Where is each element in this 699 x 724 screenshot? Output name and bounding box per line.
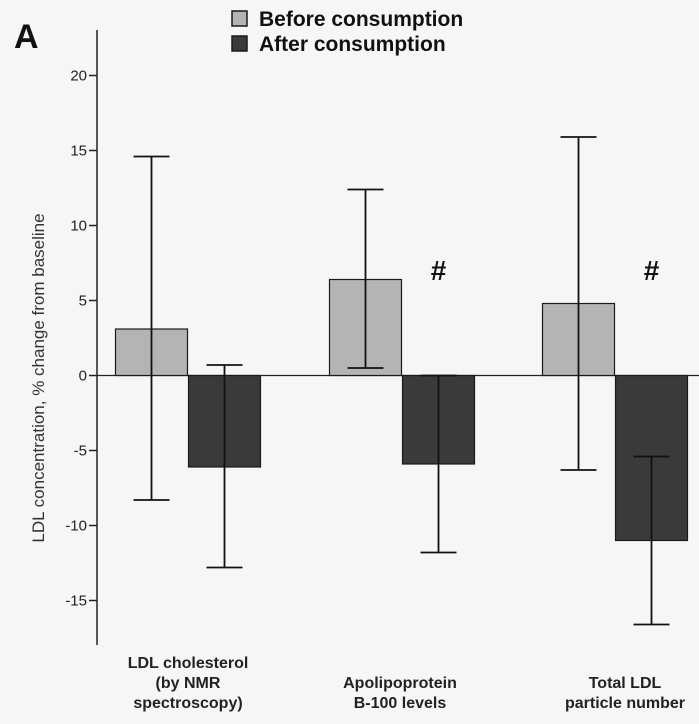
legend-label: After consumption [259, 33, 446, 56]
category-label-line: B-100 levels [354, 695, 447, 712]
legend-swatch [231, 10, 248, 27]
annotations: # # [431, 255, 660, 286]
category-label: LDL cholesterol (by NMR spectroscopy) [128, 655, 249, 712]
y-tick-label: -15 [65, 593, 87, 610]
category-label-line: spectroscopy) [133, 695, 242, 712]
legend-label: Before consumption [259, 8, 463, 31]
x-axis-labels: LDL cholesterol (by NMR spectroscopy) Apoli… [128, 655, 685, 712]
legend-swatch [231, 35, 248, 52]
y-tick-label: -10 [65, 518, 87, 535]
y-tick-label: 10 [70, 218, 87, 235]
category-label-line: Total LDL [589, 675, 662, 692]
y-tick-label: 0 [79, 368, 87, 385]
y-axis-label: LDL concentration, % change from baselin… [29, 213, 48, 542]
category-label-line: Apolipoprotein [343, 675, 457, 692]
category-label: Apolipoprotein B-100 levels [343, 675, 457, 712]
y-tick-label: -5 [74, 443, 87, 460]
y-tick-label: 15 [70, 143, 87, 160]
category-label-line: (by NMR [156, 675, 221, 692]
significance-mark: # [431, 255, 447, 286]
y-tick-label: 20 [70, 68, 87, 85]
bars [114, 278, 689, 542]
category-label: Total LDL particle number [565, 675, 685, 712]
panel-label: A [14, 18, 39, 56]
category-label-line: particle number [565, 695, 685, 712]
y-tick-label: 5 [79, 293, 87, 310]
category-label-line: LDL cholesterol [128, 655, 249, 672]
error-bars [133, 136, 670, 626]
significance-mark: # [644, 255, 660, 286]
